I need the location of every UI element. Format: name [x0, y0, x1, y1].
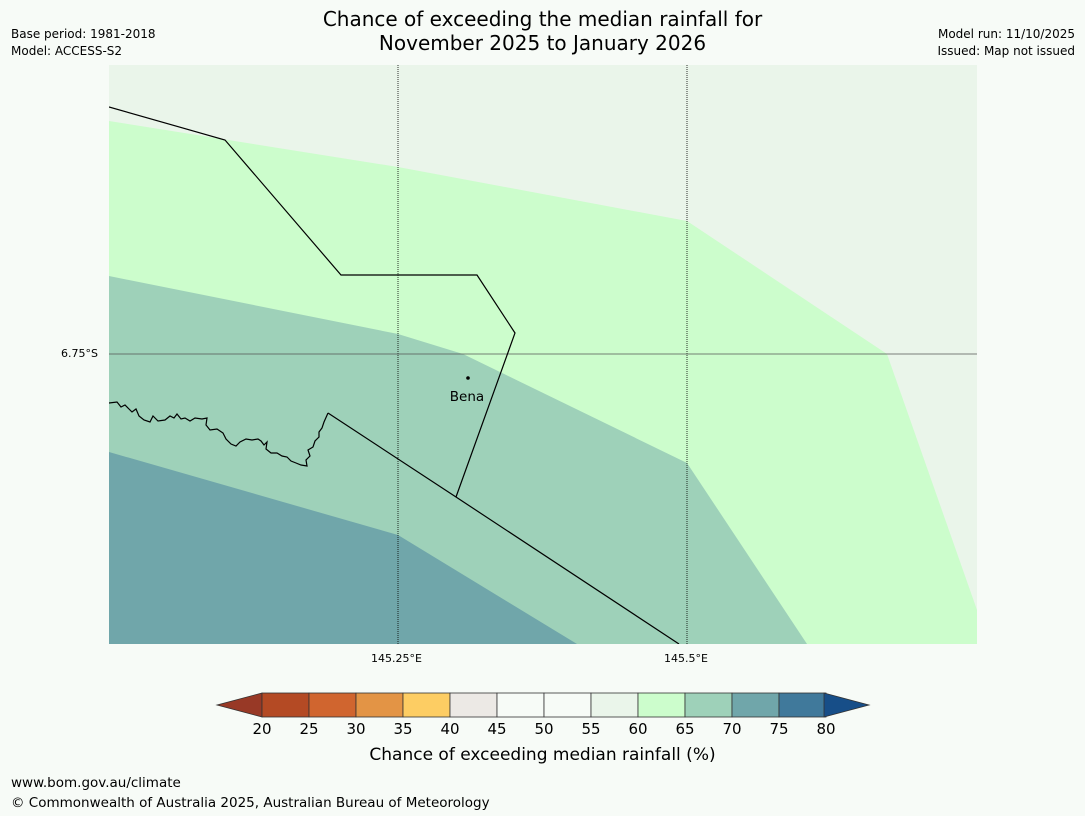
bena-marker: [466, 376, 470, 380]
colorbar-cell-75-80: [778, 692, 827, 718]
lat-label: 6.75°S: [61, 347, 98, 360]
title-line-2: November 2025 to January 2026: [378, 31, 707, 55]
province-boundary-south: [327, 412, 680, 644]
rainfall-map: Bena: [109, 65, 977, 644]
colorbar-cell-45-50: [496, 692, 545, 718]
meta-left: Base period: 1981-2018 Model: ACCESS-S2: [11, 26, 156, 60]
colorbar: [215, 692, 871, 718]
colorbar-tick-80: 80: [816, 720, 836, 738]
colorbar-cell-20-25: [261, 692, 310, 718]
colorbar-tick-75: 75: [769, 720, 789, 738]
colorbar-tick-40: 40: [440, 720, 460, 738]
lon-label-145-5: 145.5°E: [664, 652, 708, 665]
model-run: Model run: 11/10/2025: [937, 27, 1075, 41]
colorbar-tick-25: 25: [299, 720, 319, 738]
colorbar-title: Chance of exceeding median rainfall (%): [369, 745, 716, 765]
lon-label-145-25: 145.25°E: [371, 652, 422, 665]
colorbar-cell-40-45: [449, 692, 498, 718]
colorbar-tick-20: 20: [252, 720, 272, 738]
colorbar-tick-60: 60: [628, 720, 648, 738]
river-line: [109, 401, 329, 467]
colorbar-tick-65: 65: [675, 720, 695, 738]
map-title: Chance of exceeding the median rainfall …: [0, 7, 1085, 55]
colorbar-cell-60-65: [637, 692, 686, 718]
colorbar-cell-55-60: [590, 692, 639, 718]
colorbar-under-arrow: [215, 692, 263, 718]
colorbar-cell-25-30: [308, 692, 357, 718]
colorbar-tick-55: 55: [581, 720, 601, 738]
colorbar-tick-45: 45: [487, 720, 507, 738]
band-75-80-area: [109, 452, 577, 644]
model-name: Model: ACCESS-S2: [11, 44, 123, 58]
colorbar-cell-50-55: [543, 692, 592, 718]
footer-copyright: © Commonwealth of Australia 2025, Austra…: [11, 795, 490, 811]
colorbar-tick-35: 35: [393, 720, 413, 738]
issued-status: Issued: Map not issued: [937, 44, 1075, 58]
colorbar-cell-70-75: [731, 692, 780, 718]
colorbar-tick-30: 30: [346, 720, 366, 738]
footer-url[interactable]: www.bom.gov.au/climate: [11, 775, 181, 791]
colorbar-cell-65-70: [684, 692, 733, 718]
colorbar-tick-50: 50: [534, 720, 554, 738]
title-line-1: Chance of exceeding the median rainfall …: [322, 7, 763, 31]
base-period: Base period: 1981-2018: [11, 27, 156, 41]
province-boundary: [109, 106, 516, 498]
colorbar-cell-30-35: [355, 692, 404, 718]
bena-label: Bena: [450, 389, 484, 405]
colorbar-cell-35-40: [402, 692, 451, 718]
colorbar-over-arrow: [823, 692, 871, 718]
colorbar-tick-70: 70: [722, 720, 742, 738]
meta-right: Model run: 11/10/2025 Issued: Map not is…: [937, 26, 1075, 60]
